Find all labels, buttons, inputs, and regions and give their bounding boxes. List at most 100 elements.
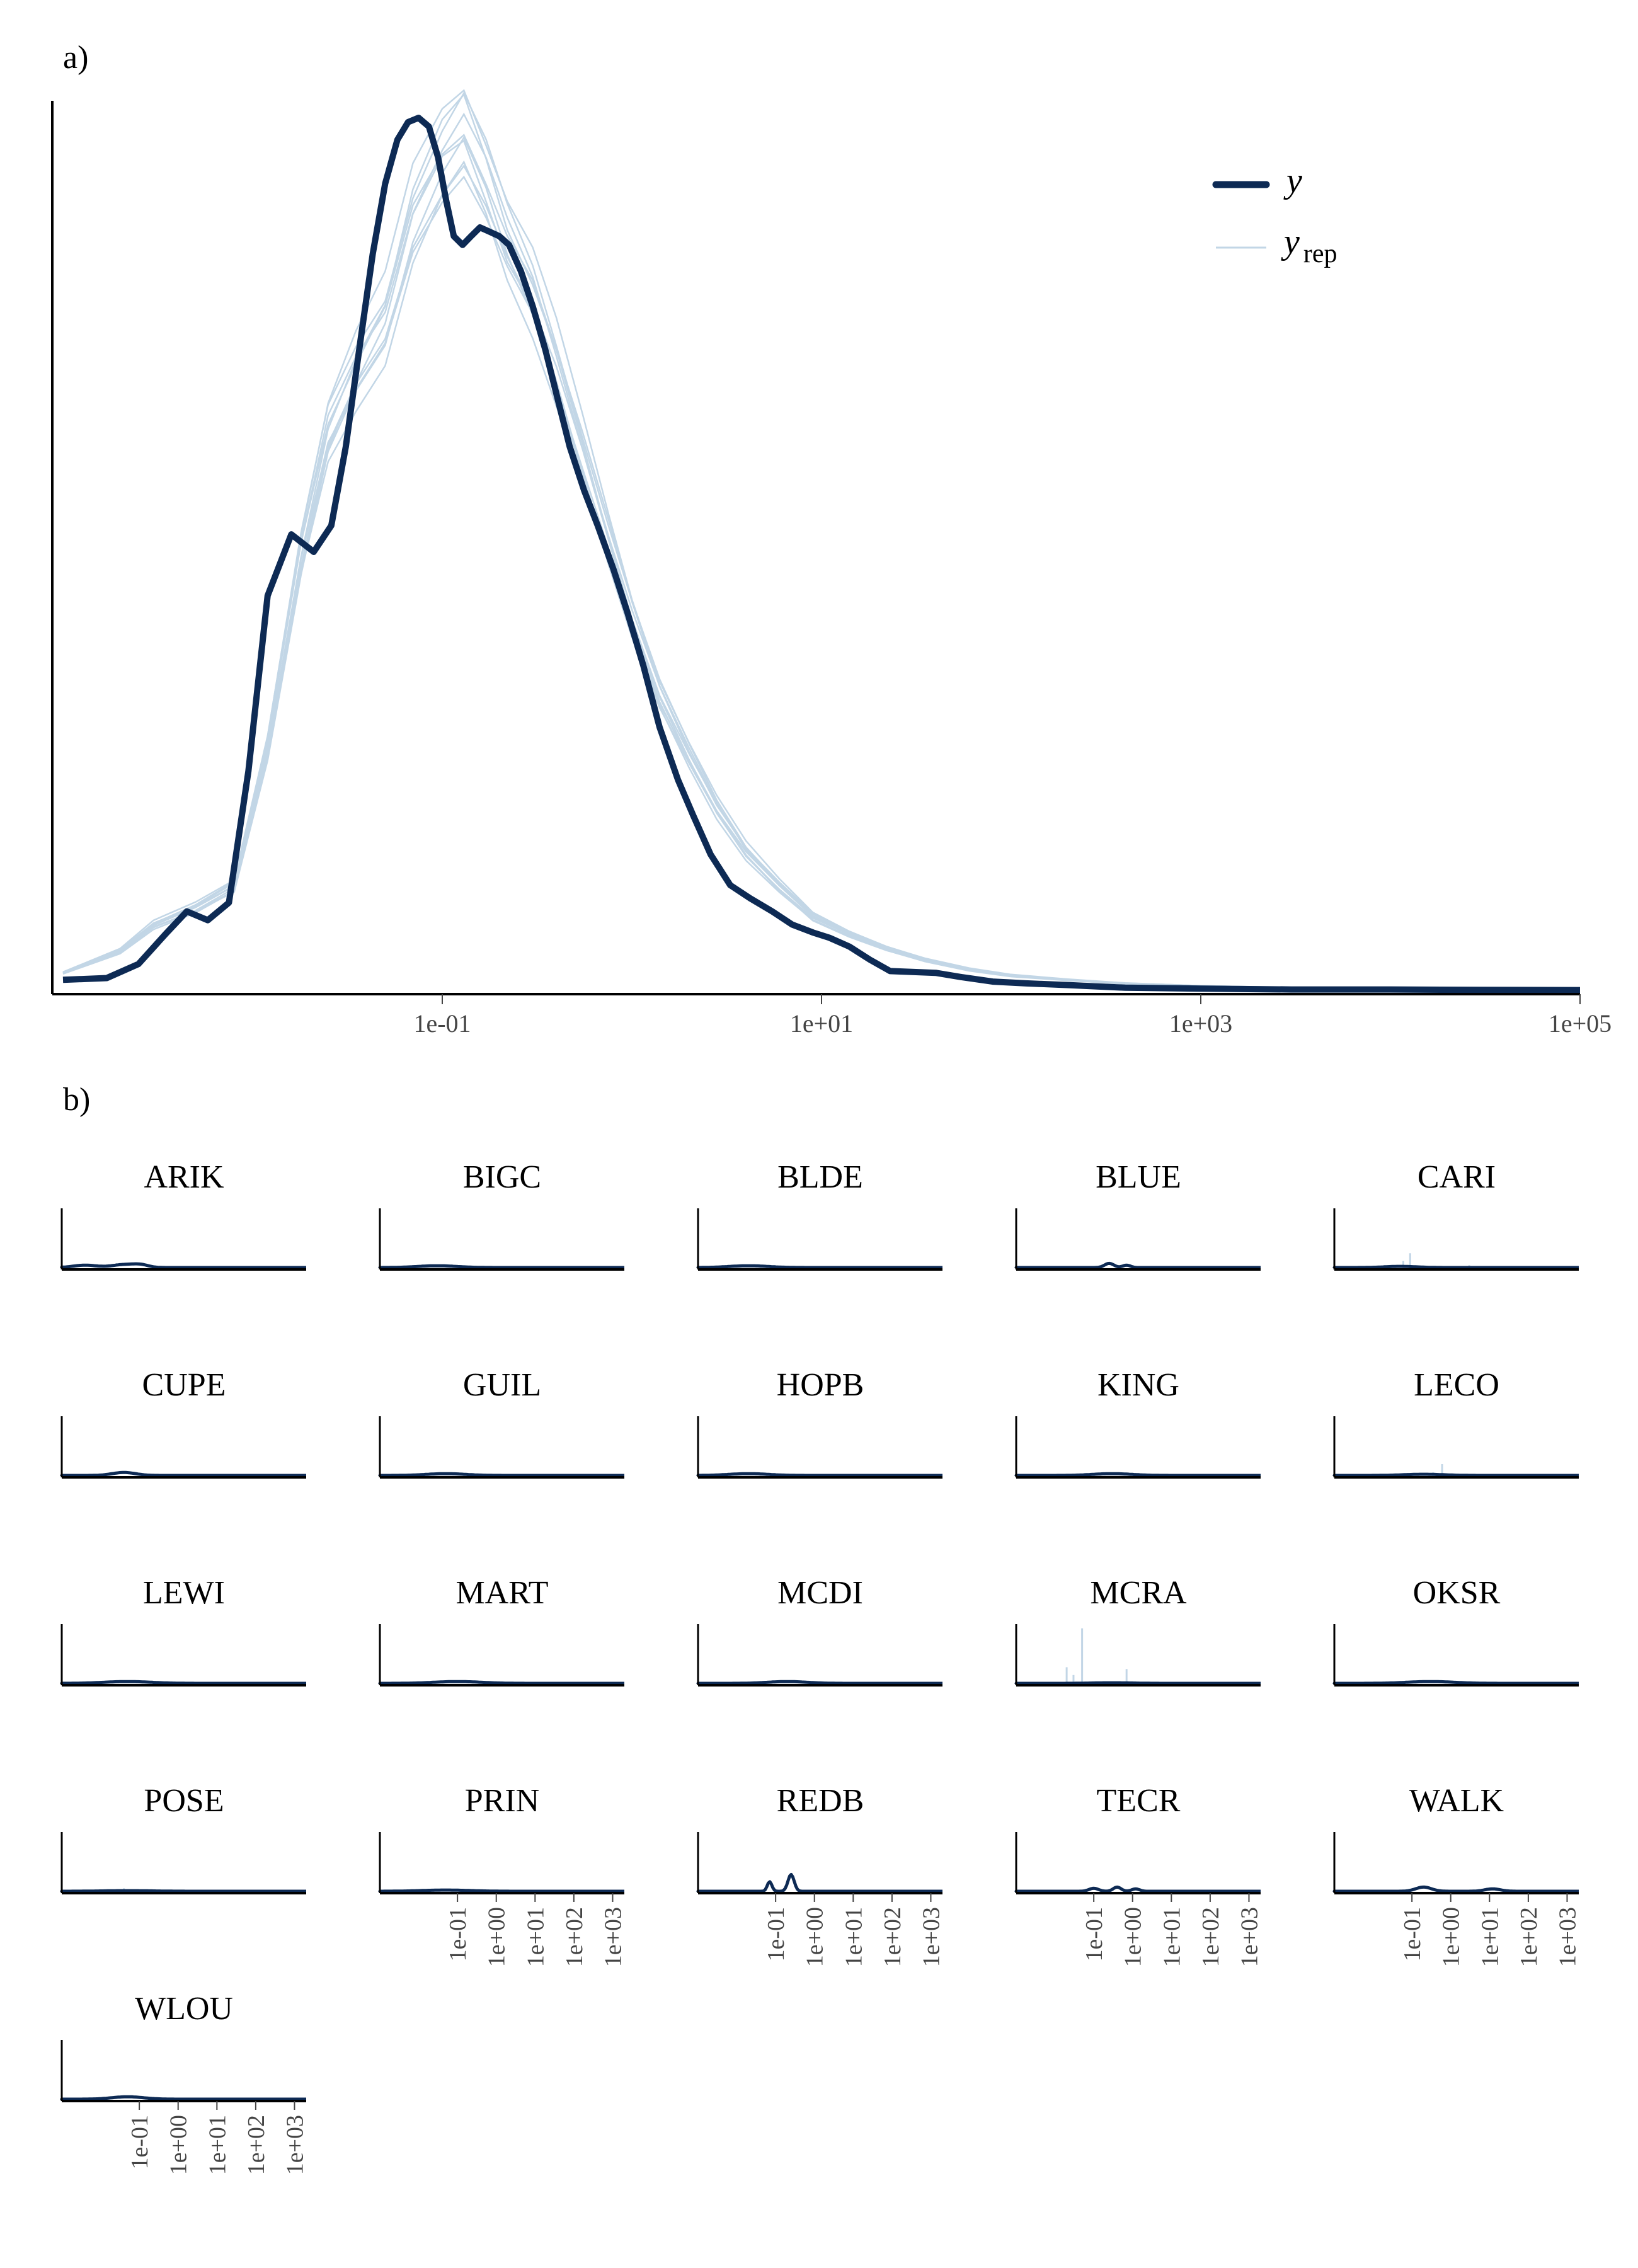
panel-b-facets: ARIK BIGC BLDE BLUE CARI CUPE GUIL HOPB KING LECO… (60, 1159, 1581, 2175)
yrep-line (62, 164, 1581, 991)
facet-lewi: LEWI (60, 1575, 307, 1687)
facet-title: HOPB (777, 1367, 864, 1403)
yrep-line (62, 139, 1581, 991)
facet-title: POSE (144, 1783, 224, 1819)
y-series-group (62, 115, 1581, 994)
y-line (1332, 1472, 1579, 1477)
facet-guil: GUIL (378, 1367, 625, 1479)
yrep-line (62, 89, 1581, 991)
x-tick-label: 1e-01 (413, 1009, 471, 1038)
y-line (62, 115, 1581, 994)
x-tick-label: 1e+00 (166, 2115, 192, 2175)
facet-mcra: MCRA (1014, 1575, 1261, 1687)
facet-title: MART (455, 1575, 548, 1611)
facet-title: CUPE (142, 1367, 226, 1403)
x-tick-label: 1e+01 (790, 1009, 853, 1038)
x-tick-label: 1e+02 (243, 2115, 270, 2175)
x-tick-label: 1e+02 (561, 1907, 588, 1967)
x-tick-label: 1e-01 (1081, 1907, 1108, 1962)
facet-title: TECR (1097, 1783, 1181, 1819)
x-tick-label: 1e+03 (1169, 1009, 1232, 1038)
x-tick-label: 1e+02 (1198, 1907, 1224, 1967)
facet-blde: BLDE (696, 1159, 943, 1271)
facet-title: BLDE (777, 1159, 863, 1195)
x-tick-label: 1e+02 (879, 1907, 906, 1967)
x-tick-label: 1e+02 (1516, 1907, 1542, 1967)
x-tick-label: 1e+00 (1120, 1907, 1147, 1967)
x-tick-label: 1e+03 (918, 1907, 944, 1967)
legend-yrep-base: y (1281, 222, 1300, 261)
y-line (60, 1889, 307, 1893)
x-tick-label: 1e+01 (1159, 1907, 1185, 1967)
facet-leco: LECO (1332, 1367, 1579, 1479)
x-tick-label: 1e+05 (1549, 1009, 1612, 1038)
yrep-line (62, 135, 1581, 991)
facet-title: ARIK (144, 1159, 224, 1195)
yrep-line (62, 112, 1581, 991)
y-line (378, 1680, 625, 1685)
y-line (60, 2095, 307, 2101)
x-tick-label: 1e-01 (1399, 1907, 1426, 1962)
y-line (378, 1264, 625, 1269)
panel-a-density-plot: 1e-01 1e+01 1e+03 1e+05 y y rep (51, 89, 1612, 1038)
facet-mart: MART (378, 1575, 625, 1687)
facet-title: MCRA (1090, 1575, 1187, 1611)
facet-title: PRIN (465, 1783, 539, 1819)
y-line (1014, 1681, 1261, 1685)
facet-title: CARI (1418, 1159, 1496, 1195)
yrep-series-group (62, 89, 1581, 991)
y-line (378, 1472, 625, 1477)
facet-title: KING (1097, 1367, 1179, 1403)
y-line (1014, 1472, 1261, 1477)
x-tick-label: 1e+03 (282, 2115, 308, 2175)
facet-title: MCDI (777, 1575, 863, 1611)
y-line (1014, 1885, 1261, 1893)
panel-a-label: a) (63, 40, 88, 76)
facet-title: LECO (1414, 1367, 1499, 1403)
facet-title: WLOU (135, 1991, 233, 2027)
x-tick-label: 1e+01 (1477, 1907, 1503, 1967)
y-line (696, 1264, 943, 1269)
facet-title: WALK (1409, 1783, 1504, 1819)
facet-title: BIGC (463, 1159, 541, 1195)
facet-title: LEWI (143, 1575, 225, 1611)
yrep-line (62, 175, 1581, 991)
x-tick-label: 1e-01 (127, 2115, 153, 2170)
legend-yrep-label: y rep (1281, 222, 1337, 268)
legend: y y rep (1212, 161, 1337, 268)
facet-title: BLUE (1096, 1159, 1181, 1195)
yrep-line (62, 160, 1581, 991)
y-line (696, 1872, 943, 1893)
x-tick-label: 1e+01 (522, 1907, 549, 1967)
x-axis-ticks: 1e-01 1e+01 1e+03 1e+05 (413, 994, 1612, 1038)
facet-tecr: TECR 1e-01 1e+00 1e+01 1e+02 1e+03 (1014, 1783, 1263, 1967)
y-line (1332, 1680, 1579, 1685)
facet-redb: REDB 1e-01 1e+00 1e+01 1e+02 1e+03 (696, 1783, 944, 1967)
facet-oksr: OKSR (1332, 1575, 1579, 1687)
x-tick-label: 1e+00 (802, 1907, 828, 1967)
y-line (696, 1472, 943, 1477)
y-line (696, 1680, 943, 1685)
facet-title: GUIL (463, 1367, 541, 1403)
facet-blue: BLUE (1014, 1159, 1261, 1271)
facet-walk: WALK 1e-01 1e+00 1e+01 1e+02 1e+03 (1332, 1783, 1581, 1967)
x-tick-label: 1e+00 (484, 1907, 510, 1967)
facet-king: KING (1014, 1367, 1261, 1479)
y-line (60, 1470, 307, 1477)
facet-arik: ARIK (60, 1159, 307, 1271)
facet-cupe: CUPE (60, 1367, 307, 1479)
x-tick-label: 1e+03 (600, 1907, 626, 1967)
facet-mcdi: MCDI (696, 1575, 943, 1687)
y-line (1332, 1264, 1579, 1269)
x-tick-label: 1e-01 (445, 1907, 471, 1962)
x-tick-label: 1e+01 (204, 2115, 231, 2175)
facet-wlou: WLOU 1e-01 1e+00 1e+01 1e+02 1e+03 (60, 1991, 308, 2175)
legend-y-label: y (1283, 161, 1302, 200)
legend-yrep-subscript: rep (1303, 239, 1337, 268)
x-tick-label: 1e+03 (1554, 1907, 1581, 1967)
x-tick-label: 1e+01 (840, 1907, 867, 1967)
facet-title: OKSR (1413, 1575, 1501, 1611)
facet-bigc: BIGC (378, 1159, 625, 1271)
y-line (1332, 1885, 1579, 1893)
